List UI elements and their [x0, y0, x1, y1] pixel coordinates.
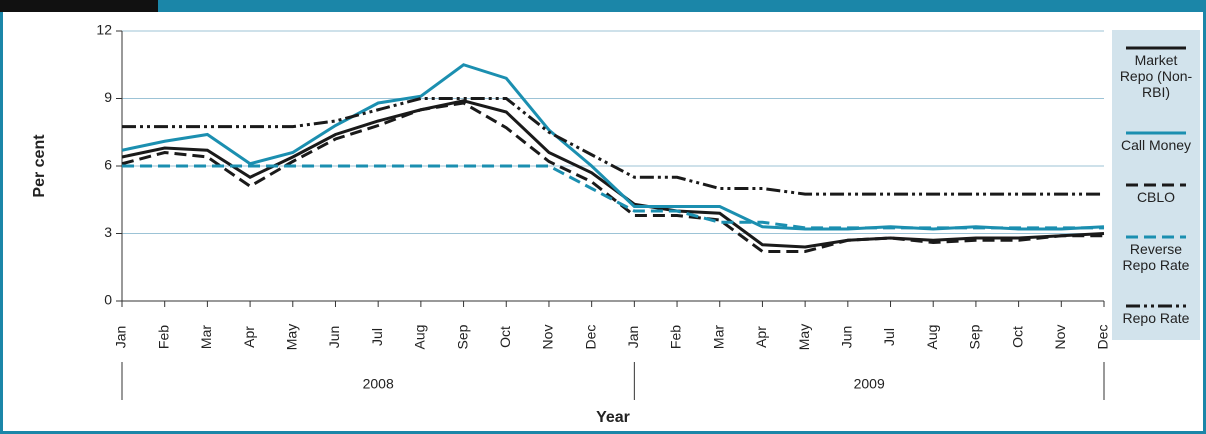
x-tick-label: Sep — [967, 324, 983, 349]
legend-label: Repo Rate — [1122, 309, 1190, 326]
legend-swatch — [1126, 183, 1186, 187]
legend-item: Reverse Repo Rate — [1116, 233, 1196, 273]
legend-swatch — [1126, 46, 1186, 50]
header-block — [0, 0, 158, 12]
x-tick-label: Apr — [241, 326, 257, 348]
legend-swatch — [1126, 235, 1186, 239]
group-label: 2009 — [854, 376, 885, 392]
x-tick-label: Aug — [924, 325, 940, 350]
x-tick-label: Jan — [625, 326, 641, 349]
x-tick-label: Jan — [113, 326, 129, 349]
legend-label: Market Repo (Non-RBI) — [1119, 52, 1193, 101]
frame-right — [1203, 12, 1206, 434]
x-tick-label: Dec — [582, 325, 598, 350]
series-line — [122, 164, 1104, 230]
x-tick-label: Feb — [668, 325, 684, 349]
y-tick-label: 6 — [104, 157, 112, 173]
y-tick-label: 3 — [104, 224, 112, 240]
legend-label: Call Money — [1120, 136, 1192, 153]
x-tick-label: Dec — [1095, 325, 1111, 350]
x-tick-label: Mar — [710, 325, 726, 349]
legend-item: Call Money — [1116, 129, 1196, 153]
x-tick-label: Oct — [497, 326, 513, 348]
legend: Market Repo (Non-RBI) Call Money CBLO Rever… — [1112, 30, 1200, 340]
group-label: 2008 — [363, 376, 394, 392]
legend-label: Reverse Repo Rate — [1122, 241, 1190, 274]
x-tick-label: Nov — [1052, 325, 1068, 350]
x-tick-label: Apr — [753, 326, 769, 348]
x-tick-label: Sep — [454, 324, 470, 349]
series-line — [121, 101, 1104, 253]
y-axis-title: Per cent — [31, 134, 48, 198]
series-line — [122, 97, 1104, 196]
legend-item: Repo Rate — [1116, 302, 1196, 326]
x-tick-label: Oct — [1009, 326, 1025, 348]
x-tick-label: Nov — [540, 325, 556, 350]
x-tick-label: Jun — [326, 326, 342, 349]
y-tick-label: 12 — [96, 22, 112, 38]
frame-left — [0, 12, 3, 434]
legend-item: CBLO — [1116, 181, 1196, 205]
series-line — [121, 63, 1105, 231]
x-tick-label: Feb — [155, 325, 171, 349]
legend-swatch — [1126, 131, 1186, 135]
frame-bottom — [0, 431, 1206, 434]
x-tick-label: Mar — [198, 325, 214, 349]
y-tick-label: 0 — [104, 292, 112, 308]
x-tick-label: Aug — [412, 325, 428, 350]
x-tick-label: Jun — [839, 326, 855, 349]
x-tick-label: May — [283, 324, 299, 350]
y-tick-label: 9 — [104, 89, 112, 105]
legend-swatch — [1126, 304, 1186, 308]
x-axis-title: Year — [596, 409, 630, 426]
x-tick-label: May — [796, 324, 812, 350]
series-line — [121, 99, 1105, 249]
legend-item: Market Repo (Non-RBI) — [1116, 44, 1196, 100]
legend-label: CBLO — [1136, 188, 1176, 205]
header-bar — [158, 0, 1206, 12]
x-tick-label: Jul — [369, 328, 385, 346]
x-tick-label: Jul — [881, 328, 897, 346]
